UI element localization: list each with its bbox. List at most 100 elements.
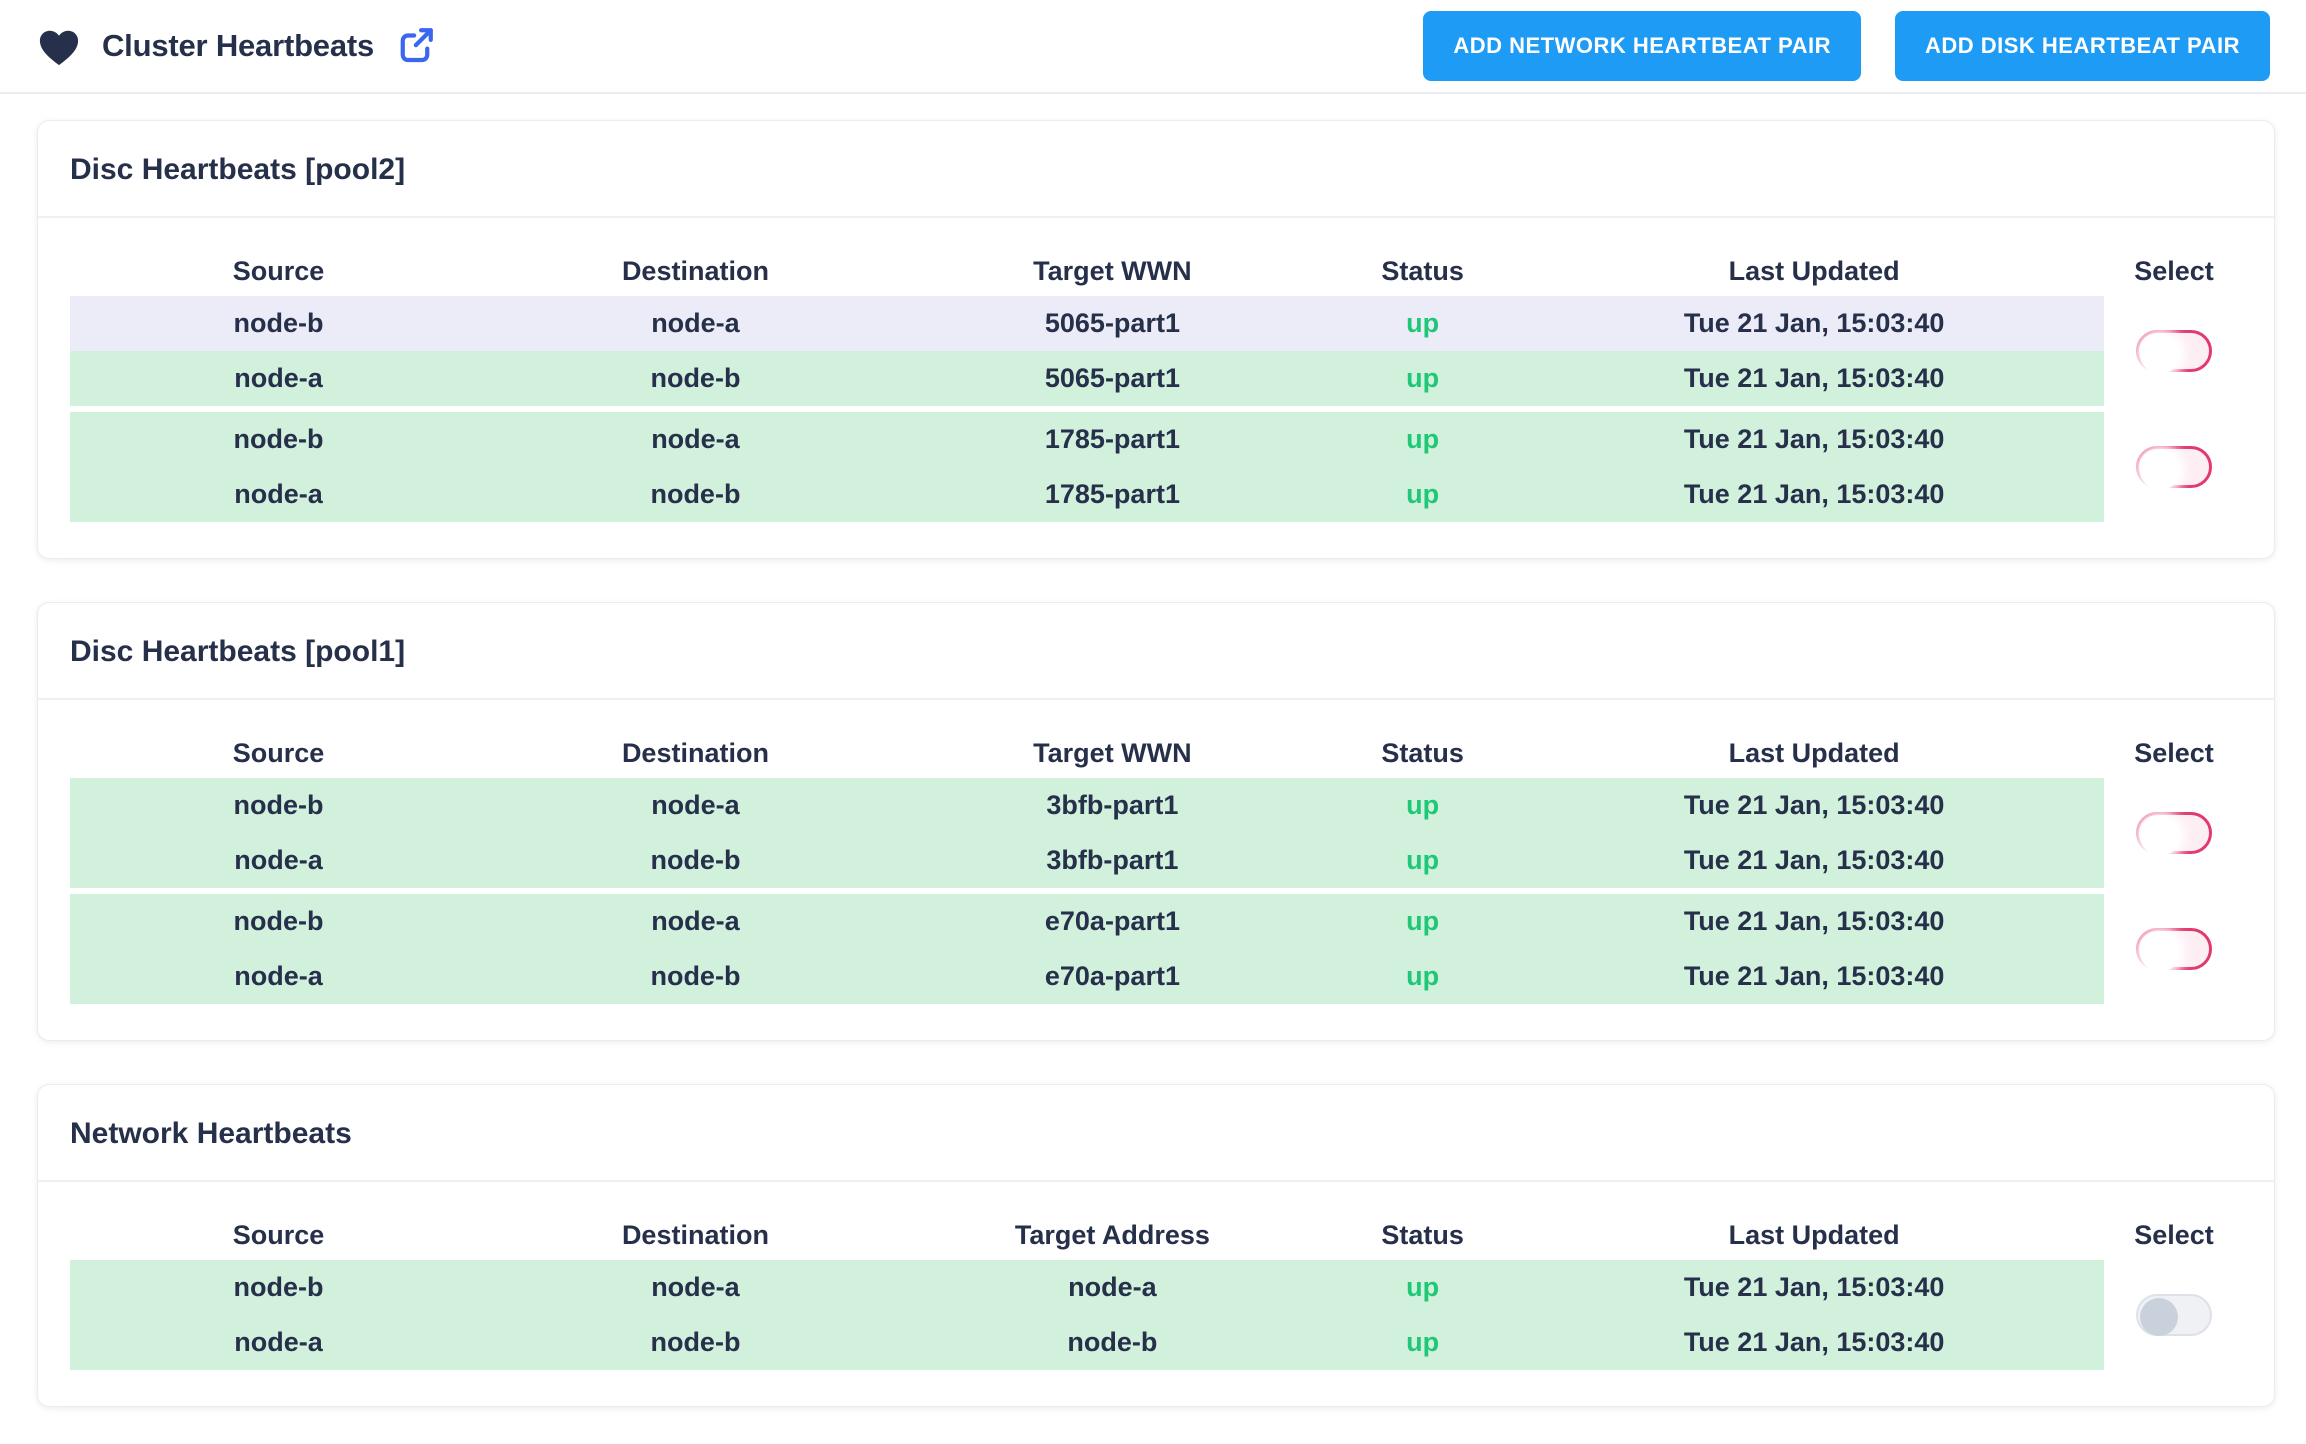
page-title: Cluster Heartbeats: [102, 28, 375, 63]
column-header-source: Source: [232, 1219, 325, 1250]
card-divider: [38, 698, 2274, 700]
toggle-knob: [2140, 450, 2180, 490]
cell-target: 1785-part1: [1044, 479, 1180, 509]
cell-last-updated: Tue 21 Jan, 15:03:40: [1683, 906, 1945, 936]
card-disc-heartbeats-pool2: Disc Heartbeats [pool2] Source Destinatio…: [37, 120, 2275, 559]
cell-source: node-b: [233, 308, 324, 338]
column-header-target-address: Target Address: [1014, 1219, 1210, 1250]
select-toggle[interactable]: [2136, 928, 2212, 972]
cell-last-updated: Tue 21 Jan, 15:03:40: [1683, 961, 1945, 991]
select-toggle-slot: [2104, 412, 2244, 522]
cell-source: node-b: [233, 906, 324, 936]
cell-target: 5065-part1: [1044, 363, 1180, 393]
column-header-last-updated: Last Updated: [1728, 737, 1900, 768]
select-toggle-slot: [2104, 1260, 2244, 1370]
cell-source: node-b: [233, 790, 324, 820]
cell-target: 3bfb-part1: [1046, 845, 1179, 875]
column-header-last-updated: Last Updated: [1728, 255, 1900, 286]
cell-destination: node-b: [650, 479, 741, 509]
cell-status: up: [1406, 363, 1440, 393]
cell-last-updated: Tue 21 Jan, 15:03:40: [1683, 1327, 1945, 1357]
external-link-icon[interactable]: [394, 25, 436, 67]
cell-source: node-a: [234, 479, 323, 509]
heart-icon: [36, 25, 82, 67]
cell-last-updated: Tue 21 Jan, 15:03:40: [1683, 845, 1945, 875]
heartbeat-pair: node-b node-a 5065-part1 up Tue 21 Jan, 15:0…: [70, 296, 2104, 406]
table-row: node-a node-b e70a-part1 up Tue 21 Jan, 15:0…: [70, 949, 2104, 1004]
heartbeat-pair: node-b node-a node-a up Tue 21 Jan, 15:03:40…: [70, 1260, 2104, 1370]
cell-last-updated: Tue 21 Jan, 15:03:40: [1683, 790, 1945, 820]
table-row: node-a node-b 5065-part1 up Tue 21 Jan, 15:0…: [70, 351, 2104, 406]
select-column: Select: [2104, 246, 2244, 522]
content: Disc Heartbeats [pool2] Source Destinatio…: [0, 94, 2306, 1431]
cell-status: up: [1406, 906, 1440, 936]
cell-source: node-a: [234, 1327, 323, 1357]
column-header-source: Source: [232, 255, 325, 286]
cell-last-updated: Tue 21 Jan, 15:03:40: [1683, 308, 1945, 338]
table-row: node-a node-b 3bfb-part1 up Tue 21 Jan, 15:0…: [70, 833, 2104, 888]
cell-destination: node-a: [651, 790, 740, 820]
cell-source: node-b: [233, 424, 324, 454]
card-network-heartbeats: Network Heartbeats Source Destination Targ…: [37, 1084, 2275, 1407]
select-toggle-slot: [2104, 778, 2244, 888]
select-toggle-slot: [2104, 296, 2244, 406]
cell-status: up: [1406, 1327, 1440, 1357]
table-row: node-b node-a e70a-part1 up Tue 21 Jan, 15:0…: [70, 894, 2104, 949]
table-row: node-a node-b node-b up Tue 21 Jan, 15:03:40: [70, 1315, 2104, 1370]
column-header-status: Status: [1381, 1219, 1464, 1250]
select-column-header: Select: [2134, 1219, 2214, 1250]
select-column: Select: [2104, 1210, 2244, 1370]
select-toggle[interactable]: [2136, 446, 2212, 490]
select-toggles: [2104, 1260, 2244, 1370]
table-row: node-b node-a 5065-part1 up Tue 21 Jan, 15:0…: [70, 296, 2104, 351]
cell-target: e70a-part1: [1044, 906, 1180, 936]
cell-target: 1785-part1: [1044, 424, 1180, 454]
toggle-knob: [2140, 816, 2180, 856]
select-toggle-slot: [2104, 894, 2244, 1004]
card-title: Network Heartbeats: [70, 1117, 352, 1150]
select-toggles: [2104, 778, 2244, 1004]
cell-destination: node-b: [650, 363, 741, 393]
cell-status: up: [1406, 479, 1440, 509]
select-column: Select: [2104, 728, 2244, 1004]
cell-destination: node-b: [650, 845, 741, 875]
cell-target: 5065-part1: [1044, 308, 1180, 338]
table-rows: node-b node-a 5065-part1 up Tue 21 Jan, 15:0…: [70, 296, 2104, 522]
card-body: Source Destination Target Address Status Las…: [38, 1182, 2274, 1406]
card-title: Disc Heartbeats [pool1]: [70, 635, 406, 668]
heartbeat-pair: node-b node-a 1785-part1 up Tue 21 Jan, 15:0…: [70, 412, 2104, 522]
cell-status: up: [1406, 308, 1440, 338]
cell-status: up: [1406, 961, 1440, 991]
add-network-heartbeat-pair-button[interactable]: ADD NETWORK HEARTBEAT PAIR: [1423, 11, 1861, 81]
cell-last-updated: Tue 21 Jan, 15:03:40: [1683, 424, 1945, 454]
heartbeat-pair: node-b node-a e70a-part1 up Tue 21 Jan, 15:0…: [70, 894, 2104, 1004]
select-toggles: [2104, 296, 2244, 522]
table-rows: node-b node-a node-a up Tue 21 Jan, 15:03:40…: [70, 1260, 2104, 1370]
card-body: Source Destination Target WWN Status Last Up…: [38, 700, 2274, 1040]
card-title: Disc Heartbeats [pool2]: [70, 153, 406, 186]
cell-destination: node-a: [651, 906, 740, 936]
select-toggle[interactable]: [2136, 1294, 2212, 1336]
cell-status: up: [1406, 424, 1440, 454]
table-rows: node-b node-a 3bfb-part1 up Tue 21 Jan, 15:0…: [70, 778, 2104, 1004]
table-row: node-b node-a node-a up Tue 21 Jan, 15:03:40: [70, 1260, 2104, 1315]
select-toggle[interactable]: [2136, 330, 2212, 374]
column-header-last-updated: Last Updated: [1728, 1219, 1900, 1250]
table-header-row: Source Destination Target WWN Status Last Up…: [70, 246, 2104, 296]
cell-target: e70a-part1: [1044, 961, 1180, 991]
column-header-destination: Destination: [621, 1219, 769, 1250]
select-toggle[interactable]: [2136, 812, 2212, 856]
toggle-knob: [2140, 1298, 2178, 1336]
column-header-target-wwn: Target WWN: [1033, 737, 1192, 768]
header-actions: ADD NETWORK HEARTBEAT PAIR ADD DISK HEAR…: [1423, 11, 2270, 81]
cell-source: node-a: [234, 845, 323, 875]
cell-destination: node-a: [651, 424, 740, 454]
add-disk-heartbeat-pair-button[interactable]: ADD DISK HEARTBEAT PAIR: [1894, 11, 2270, 81]
toggle-knob: [2140, 334, 2180, 374]
column-header-destination: Destination: [621, 737, 769, 768]
cell-target: node-b: [1067, 1327, 1158, 1357]
page-header: Cluster Heartbeats ADD NETWORK HEARTBEAT…: [0, 0, 2306, 94]
cell-destination: node-a: [651, 1272, 740, 1302]
cell-last-updated: Tue 21 Jan, 15:03:40: [1683, 363, 1945, 393]
heartbeat-table: Source Destination Target WWN Status Last Up…: [70, 246, 2104, 522]
